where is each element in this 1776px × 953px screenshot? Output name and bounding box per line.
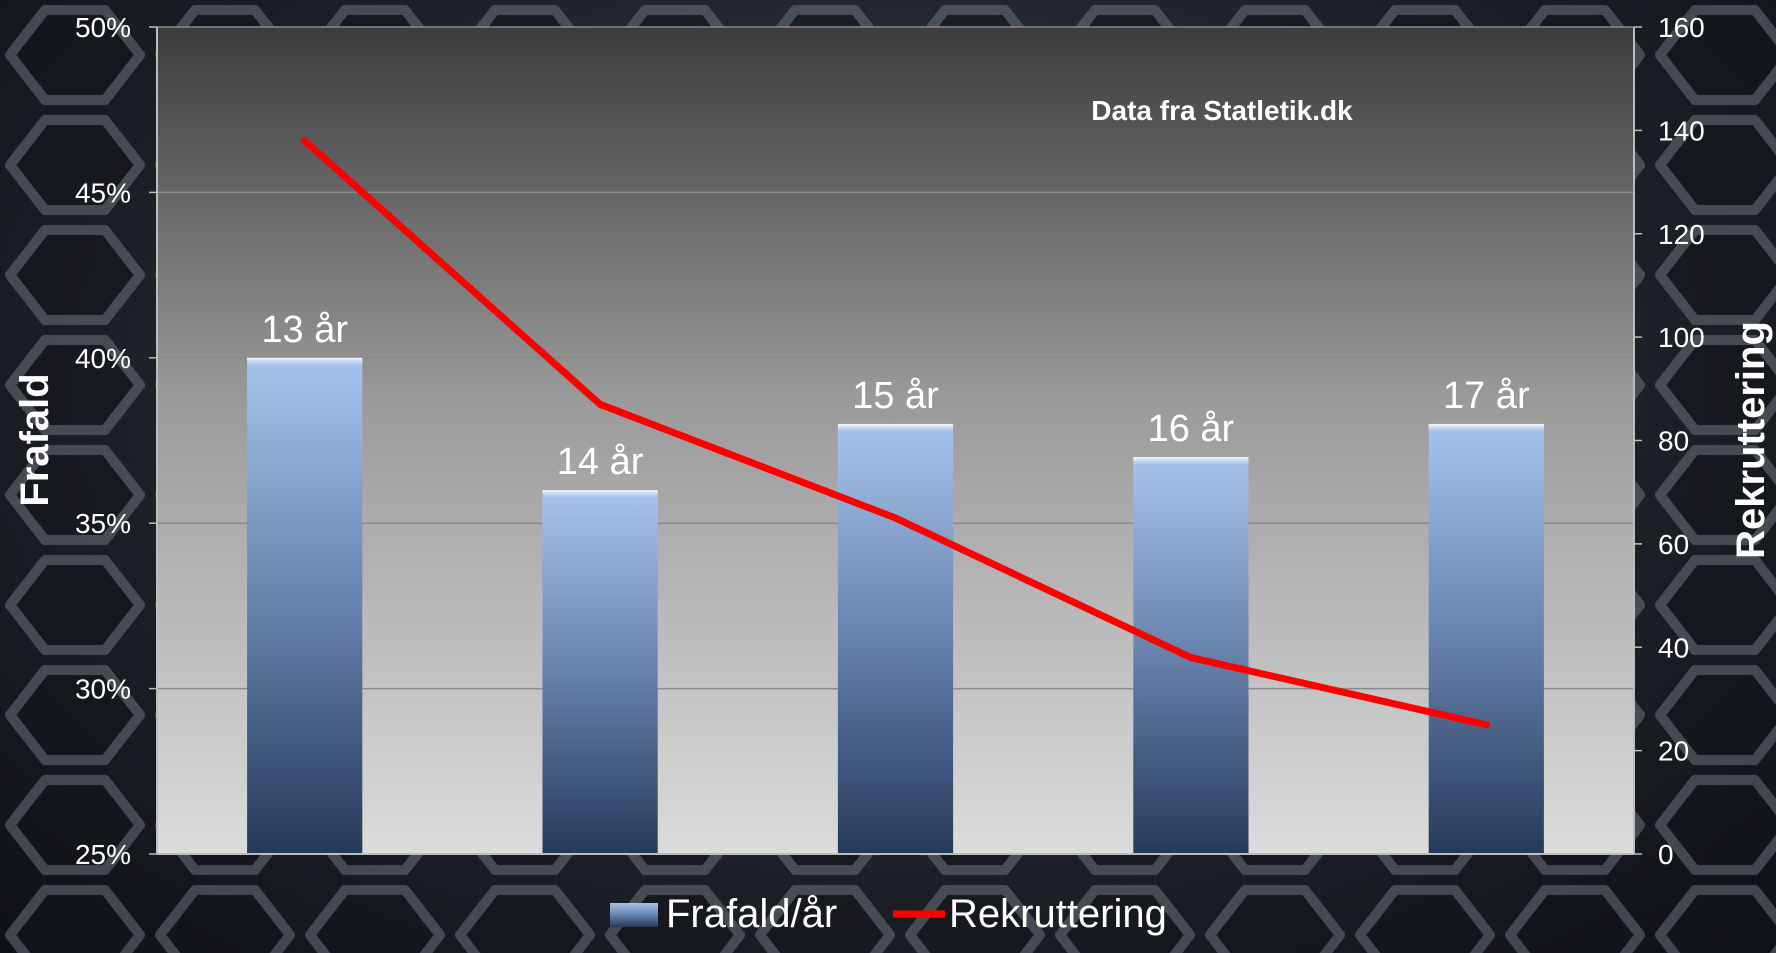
bar (1428, 423, 1544, 854)
right-tick-label: 60 (1658, 529, 1689, 560)
bar-category-label: 15 år (852, 375, 939, 417)
bar-category-label: 14 år (557, 441, 644, 483)
bar-highlight (1133, 457, 1249, 465)
bar-highlight (1428, 423, 1544, 431)
left-axis-title: Frafald (13, 373, 57, 506)
legend-line-label: Rekruttering (949, 892, 1167, 936)
legend-bar-swatch (610, 903, 658, 927)
right-tick-label: 120 (1658, 219, 1705, 250)
line-point (1482, 721, 1490, 729)
left-tick-label: 45% (75, 177, 131, 208)
bar-category-label: 13 år (261, 309, 348, 351)
axes: 25% 30% 35% 40% 45% 50% 0 20 40 60 80 100 120 140 160 (75, 12, 1705, 870)
bar (837, 423, 954, 854)
left-tick-label: 40% (75, 343, 131, 374)
legend: Frafald/år Rekruttering (610, 892, 1167, 936)
line-point (892, 514, 899, 522)
bar-highlight (542, 490, 658, 498)
bar-category-label: 17 år (1443, 375, 1530, 417)
bar (247, 357, 363, 854)
line-series (301, 137, 1490, 729)
right-tick-label: 80 (1658, 426, 1689, 457)
right-tick-label: 140 (1658, 115, 1705, 146)
left-tick-label: 35% (75, 508, 131, 539)
right-axis-title: Rekruttering (1729, 321, 1773, 559)
chart-annotation: Data fra Statletik.dk (1091, 95, 1353, 126)
bar-highlight (837, 423, 954, 431)
right-tick-label: 20 (1658, 736, 1689, 767)
bar (542, 490, 658, 854)
bar-highlight (247, 357, 363, 365)
left-tick-label: 25% (75, 839, 131, 870)
right-tick-label: 0 (1658, 839, 1674, 870)
right-tick-label: 100 (1658, 322, 1705, 353)
bar-series: 13 år 14 år 15 år 16 år 17 år (247, 309, 1544, 854)
right-tick-label: 40 (1658, 632, 1689, 663)
left-tick-label: 30% (75, 674, 131, 705)
bar-category-label: 16 år (1148, 408, 1235, 450)
line-point (301, 137, 309, 145)
right-tick-label: 160 (1658, 12, 1705, 43)
line-point (596, 400, 604, 408)
legend-bar-label: Frafald/år (666, 892, 837, 936)
left-tick-label: 50% (75, 12, 131, 43)
line-point (1187, 654, 1195, 662)
